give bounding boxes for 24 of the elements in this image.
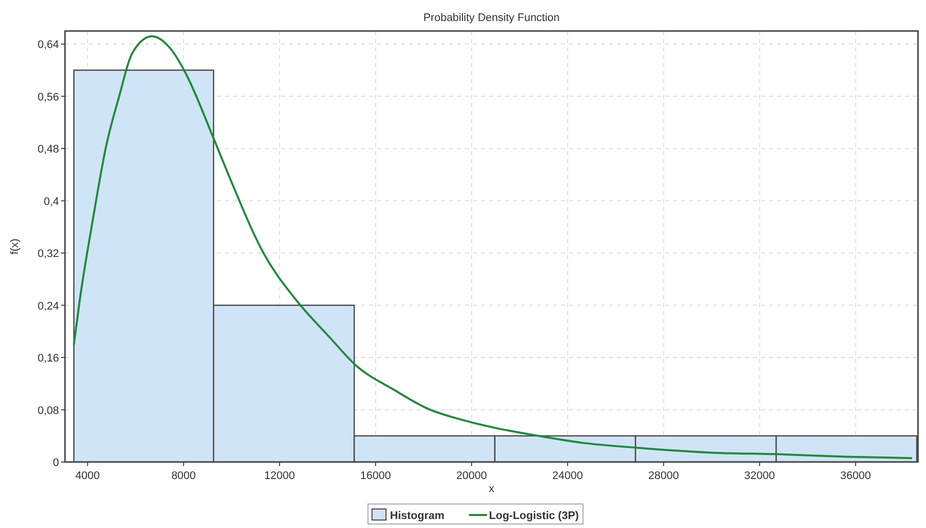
- x-tick-label: 28000: [648, 470, 679, 482]
- line-series: [72, 35, 913, 460]
- y-tick-label: 0,48: [38, 144, 59, 156]
- y-tick-label: 0,4: [44, 196, 59, 208]
- x-tick-label: 32000: [744, 470, 775, 482]
- x-tick-label: 36000: [840, 470, 871, 482]
- legend-label: Log-Logistic (3P): [489, 510, 580, 522]
- y-tick-label: 0,56: [38, 91, 59, 104]
- y-tick-label: 0: [52, 457, 59, 469]
- x-tick-label: 8000: [171, 470, 196, 482]
- x-axis-title: x: [488, 483, 495, 495]
- y-axis-title: f(x): [9, 238, 21, 254]
- y-tick-label: 0,24: [38, 300, 59, 312]
- x-tick-label: 16000: [360, 470, 391, 482]
- chart-title: Probability Density Function: [423, 12, 560, 24]
- legend-label: Histogram: [390, 510, 445, 522]
- x-tick-label: 24000: [552, 470, 583, 482]
- y-tick-label: 0,16: [38, 352, 59, 365]
- y-tick-label: 0,08: [38, 404, 59, 417]
- y-tick-label: 0,32: [38, 248, 59, 260]
- x-tick-label: 12000: [264, 470, 295, 482]
- x-tick-label: 4000: [75, 470, 100, 482]
- y-tick-label: 0,64: [38, 39, 59, 52]
- x-tick-label: 20000: [456, 470, 487, 482]
